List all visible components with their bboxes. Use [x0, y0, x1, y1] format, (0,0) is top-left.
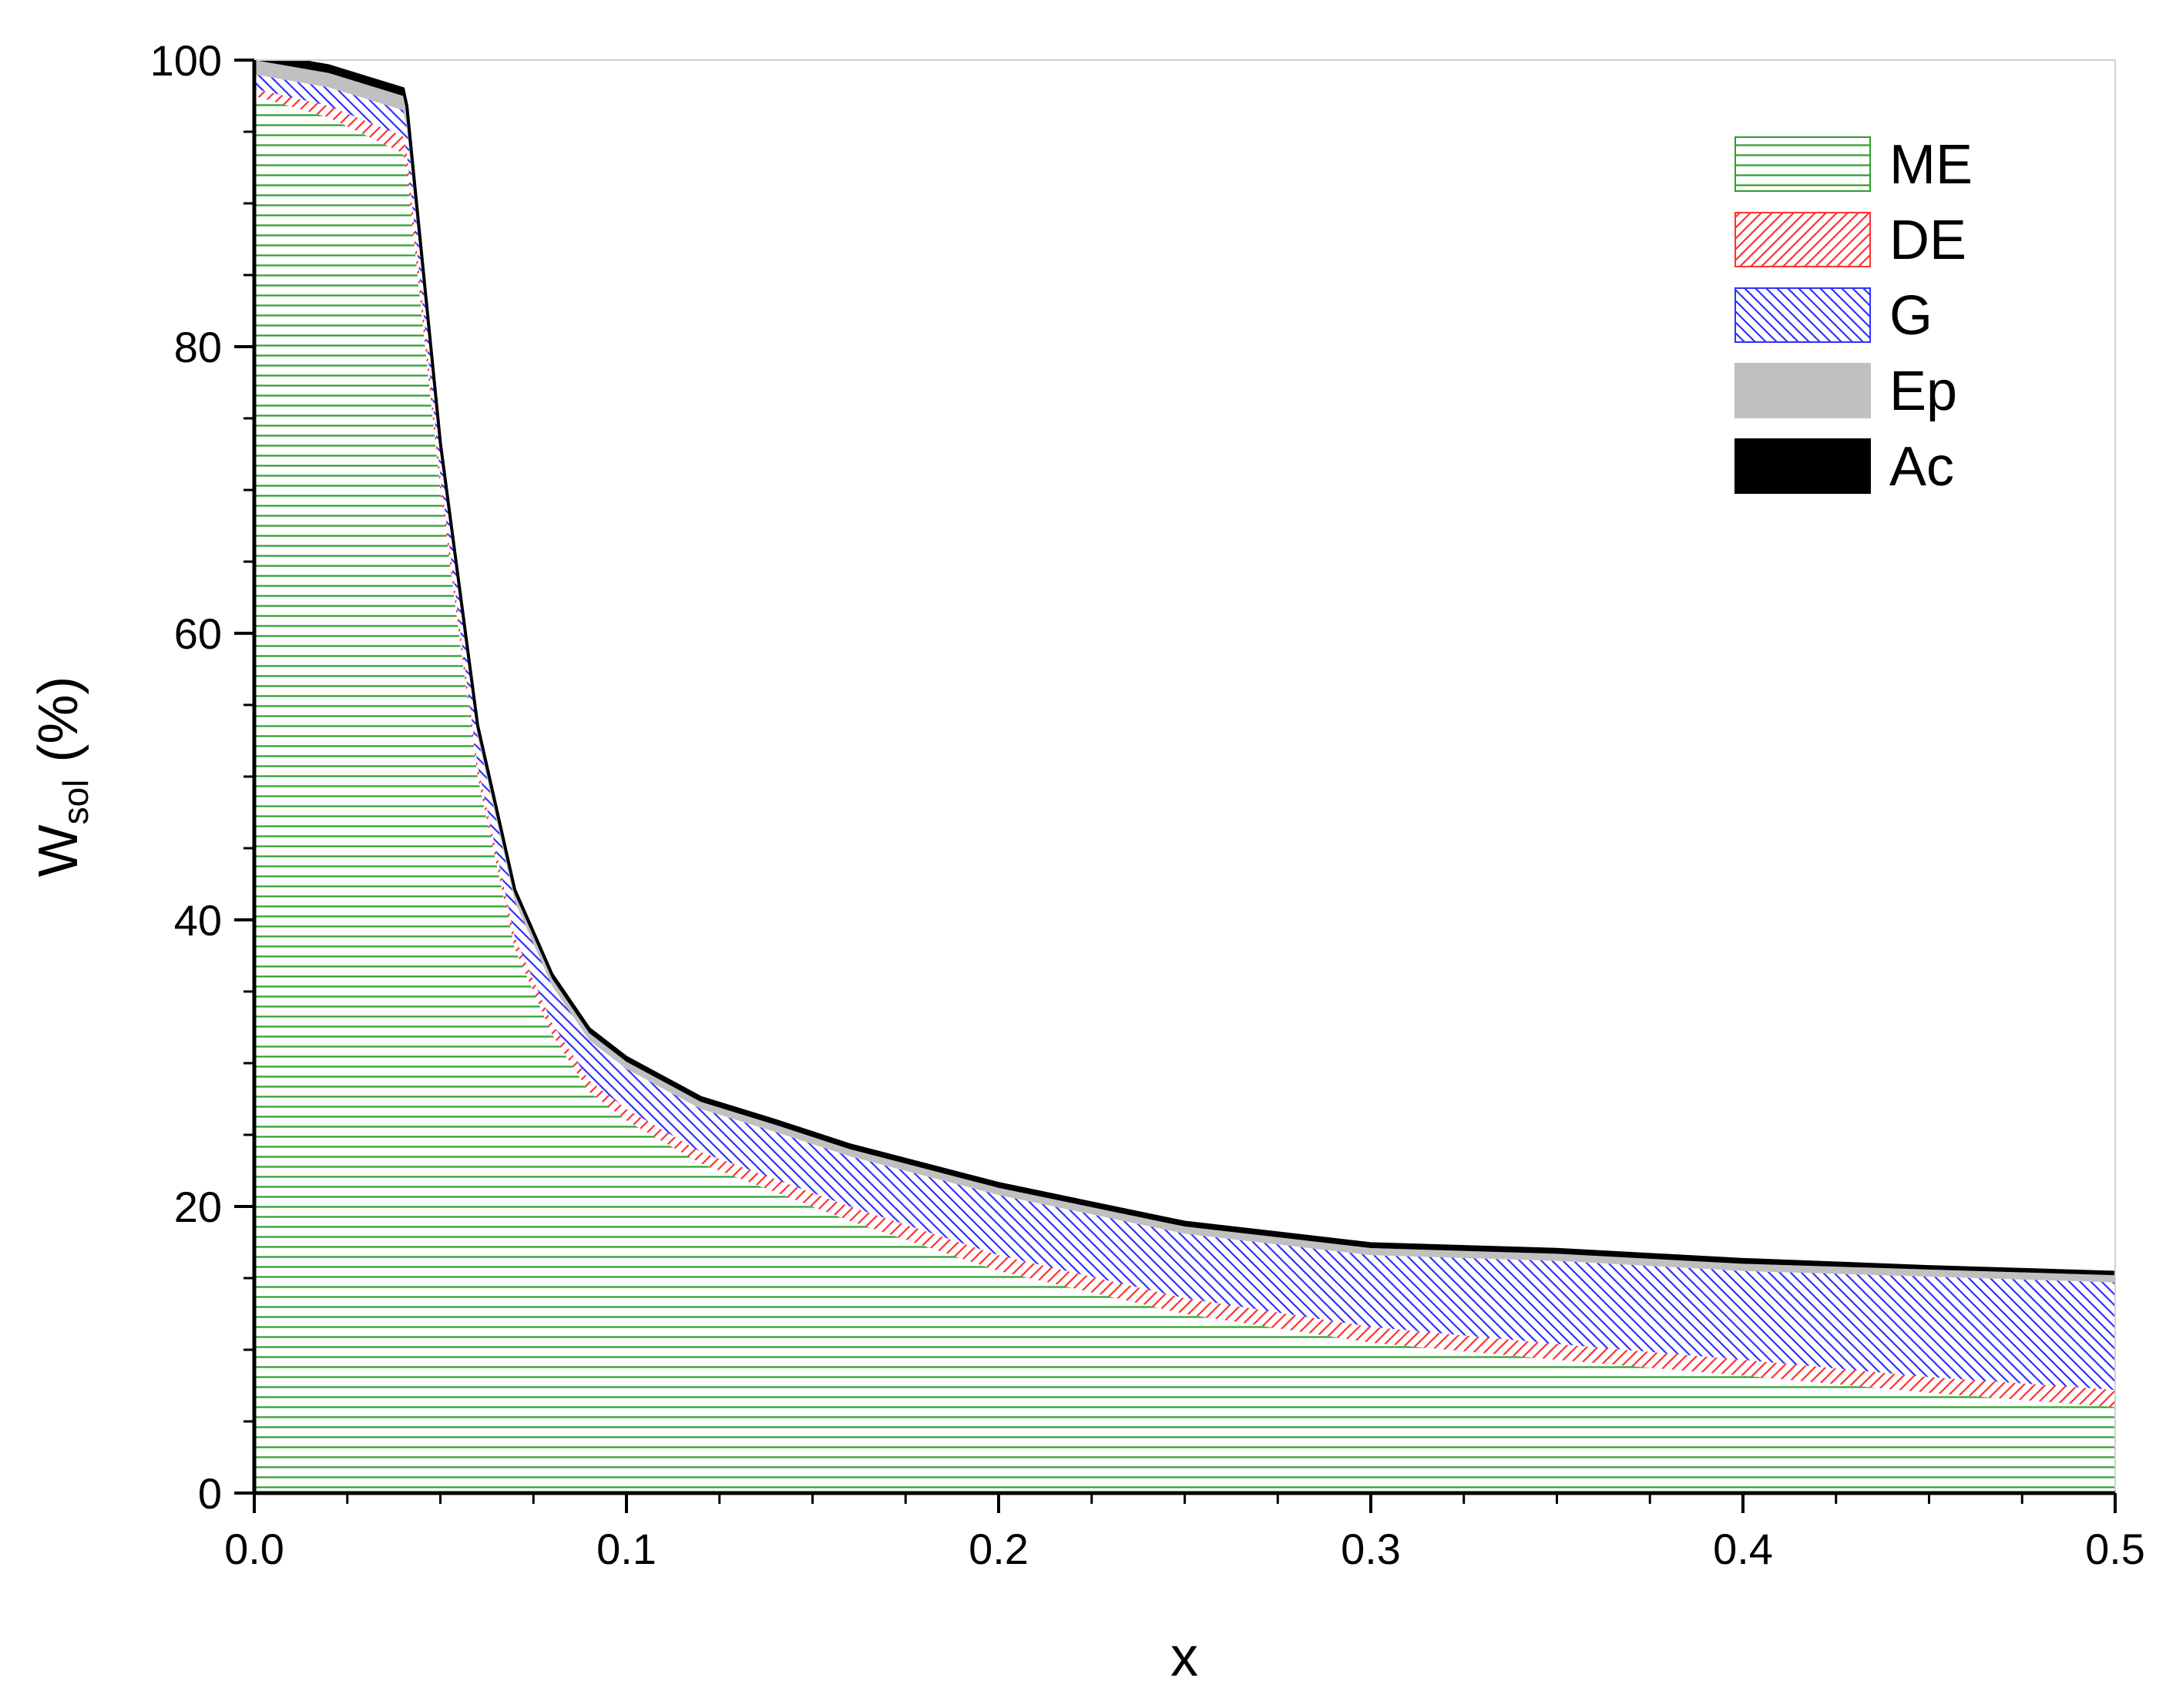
y-tick-label: 20 [174, 1183, 222, 1231]
legend-label-ac: Ac [1889, 436, 1954, 498]
x-tick-label: 0.3 [1341, 1525, 1401, 1573]
legend: ME DE G Ep Ac [1734, 134, 1973, 498]
stacked-areas [254, 60, 2115, 1493]
total-boundary-line [286, 60, 2115, 1274]
y-axis-label-sub: sol [55, 780, 96, 825]
legend-swatch-ep [1734, 363, 1871, 418]
x-tick-label: 0.2 [969, 1525, 1029, 1573]
y-tick-label: 40 [174, 896, 222, 945]
area-me [254, 96, 2115, 1493]
x-tick-label: 0.1 [596, 1525, 657, 1573]
x-axis-label: x [1170, 1626, 1198, 1688]
legend-swatch-g [1734, 287, 1871, 343]
legend-label-me: ME [1889, 134, 1973, 196]
svg-text:Wsol(%): Wsol (%) [28, 676, 96, 877]
legend-label-g: G [1889, 285, 1933, 347]
legend-label-ep: Ep [1889, 361, 1957, 422]
y-tick-label: 100 [150, 36, 222, 85]
legend-label-de: DE [1889, 210, 1966, 271]
y-axis-label-main: W [28, 824, 89, 877]
y-axis-label-unit: (%) [28, 676, 89, 763]
legend-swatch-de [1734, 212, 1871, 267]
y-axis: 0 20 40 60 80 100 [150, 36, 254, 1518]
y-tick-label: 80 [174, 323, 222, 371]
x-tick-label: 0.4 [1713, 1525, 1773, 1573]
x-axis: 0.0 0.1 0.2 0.3 0.4 0.5 [224, 1493, 2145, 1573]
y-tick-label: 0 [198, 1469, 222, 1518]
legend-swatch-me [1734, 136, 1871, 192]
y-tick-label: 60 [174, 609, 222, 658]
legend-swatch-ac [1734, 438, 1871, 494]
x-tick-label: 0.5 [2085, 1525, 2145, 1573]
y-axis-label: Wsol (%) [28, 676, 96, 877]
x-tick-label: 0.0 [224, 1525, 284, 1573]
